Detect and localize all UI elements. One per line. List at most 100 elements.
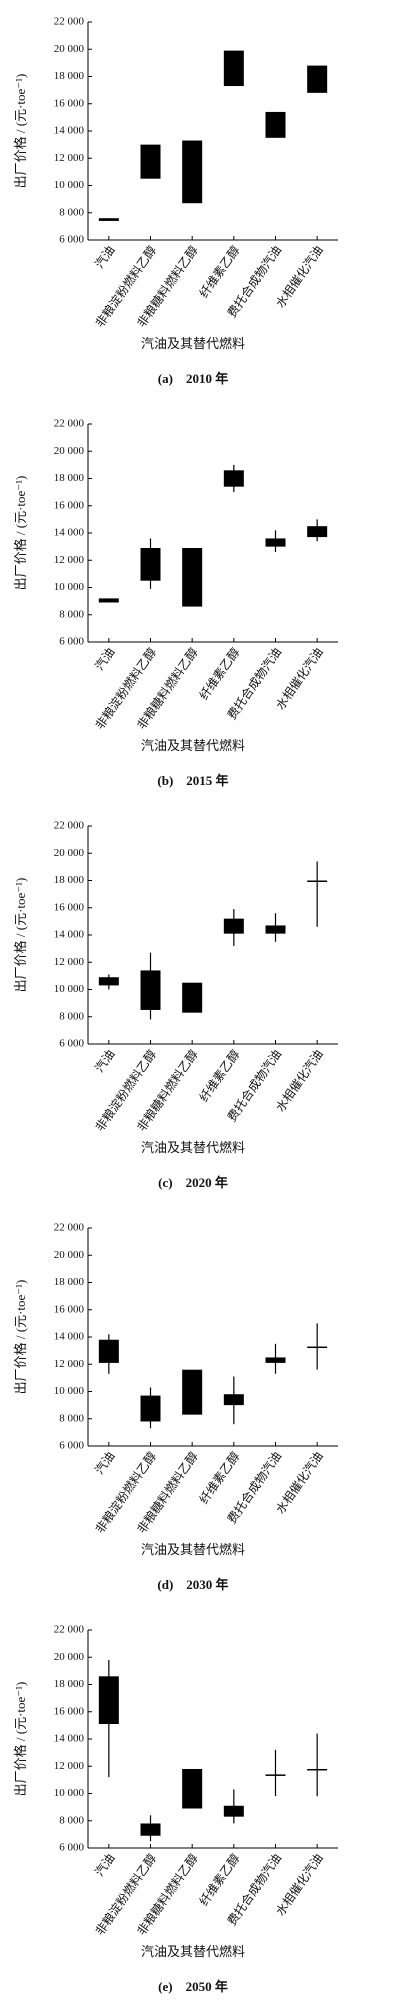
range-box [223,1805,244,1817]
y-tick-label: 10 000 [54,1385,85,1397]
panel: 6 000 8 000 10 000 12 000 14 000 16 000 18 000… [13,16,338,386]
y-tick-label: 22 000 [54,820,85,832]
y-tick-label: 6 000 [59,1842,84,1854]
x-tick-label: 汽油 [91,243,117,271]
panel-caption: (a) 2010 年 [158,371,228,386]
x-tick-label: 纤维素乙醇 [196,243,243,301]
x-tick-label: 纤维素乙醇 [196,1047,243,1105]
range-box [223,918,244,934]
y-tick-label: 6 000 [59,636,84,648]
x-axis-label: 汽油及其替代燃料 [141,1542,245,1557]
y-axis-label: 出厂价格 / (元·toe⁻¹) [13,476,28,591]
range-box [223,1394,244,1406]
range-box [140,1395,161,1422]
y-tick-label: 22 000 [54,418,85,430]
range-box [182,547,203,607]
y-tick-label: 22 000 [54,16,85,28]
range-box [265,1357,286,1363]
y-tick-label: 20 000 [54,1651,85,1663]
y-axis-label: 出厂价格 / (元·toe⁻¹) [13,1682,28,1797]
y-tick-label: 10 000 [54,983,85,995]
range-box [182,1768,203,1809]
range-box [98,218,119,221]
y-tick-label: 8 000 [59,1010,84,1022]
x-axis-label: 汽油及其替代燃料 [141,1140,245,1155]
range-box [265,925,286,934]
range-box [140,970,161,1010]
y-tick-label: 10 000 [54,179,85,191]
y-tick-label: 16 000 [54,1303,85,1315]
y-axis-label: 出厂价格 / (元·toe⁻¹) [13,878,28,993]
panel-caption: (e) 2050 年 [158,1979,228,1994]
panel-caption: (d) 2030 年 [157,1577,228,1592]
range-box [307,1346,328,1349]
y-tick-label: 14 000 [54,527,85,539]
panel: 6 000 8 000 10 000 12 000 14 000 16 000 18 000… [13,418,338,788]
y-tick-label: 18 000 [54,1276,85,1288]
range-box [265,1774,286,1776]
x-tick-label: 汽油 [91,1449,117,1477]
y-tick-label: 8 000 [59,1814,84,1826]
x-tick-label: 纤维素乙醇 [196,1449,243,1507]
x-axis-label: 汽油及其替代燃料 [141,1944,245,1959]
y-tick-label: 14 000 [54,125,85,137]
panel: 6 000 8 000 10 000 12 000 14 000 16 000 18 000… [13,1222,338,1592]
y-tick-label: 16 000 [54,1705,85,1717]
range-box [98,1676,119,1725]
y-tick-label: 16 000 [54,97,85,109]
x-axis-label: 汽油及其替代燃料 [141,336,245,351]
range-box [140,547,161,581]
x-tick-label: 汽油 [91,645,117,673]
y-tick-label: 16 000 [54,499,85,511]
y-tick-label: 14 000 [54,1331,85,1343]
y-tick-label: 12 000 [54,956,85,968]
y-tick-label: 6 000 [59,1440,84,1452]
range-box [307,880,328,882]
y-tick-label: 12 000 [54,1760,85,1772]
range-box [307,65,328,93]
y-tick-label: 22 000 [54,1222,85,1234]
y-tick-label: 8 000 [59,206,84,218]
panel-caption: (c) 2020 年 [158,1175,228,1190]
y-tick-label: 10 000 [54,581,85,593]
x-tick-label: 汽油 [91,1851,117,1879]
y-axis-label: 出厂价格 / (元·toe⁻¹) [13,1280,28,1395]
range-box [182,982,203,1013]
y-tick-label: 20 000 [54,445,85,457]
y-tick-label: 10 000 [54,1787,85,1799]
y-tick-label: 8 000 [59,608,84,620]
y-tick-label: 18 000 [54,1678,85,1690]
y-tick-label: 6 000 [59,1038,84,1050]
range-box [223,50,244,87]
y-tick-label: 12 000 [54,152,85,164]
y-tick-label: 18 000 [54,472,85,484]
range-box [307,526,328,538]
y-tick-label: 16 000 [54,901,85,913]
y-tick-label: 18 000 [54,874,85,886]
y-tick-label: 20 000 [54,847,85,859]
y-tick-label: 22 000 [54,1624,85,1636]
y-tick-label: 20 000 [54,43,85,55]
range-box [223,470,244,487]
x-tick-label: 纤维素乙醇 [196,1851,243,1909]
y-tick-label: 12 000 [54,1358,85,1370]
panel: 6 000 8 000 10 000 12 000 14 000 16 000 18 000… [13,820,338,1190]
y-tick-label: 6 000 [59,234,84,246]
y-tick-label: 12 000 [54,554,85,566]
range-box [98,977,119,986]
range-box [140,1823,161,1836]
y-tick-label: 14 000 [54,929,85,941]
y-tick-label: 14 000 [54,1733,85,1745]
y-tick-label: 20 000 [54,1249,85,1261]
x-axis-label: 汽油及其替代燃料 [141,738,245,753]
range-box [182,140,203,204]
range-box [98,1339,119,1363]
y-axis-label: 出厂价格 / (元·toe⁻¹) [13,74,28,189]
panel: 6 000 8 000 10 000 12 000 14 000 16 000 18 000… [13,1624,338,1994]
range-box [182,1369,203,1415]
range-box [265,538,286,547]
range-box [140,144,161,179]
range-box [98,598,119,603]
range-box [265,111,286,138]
